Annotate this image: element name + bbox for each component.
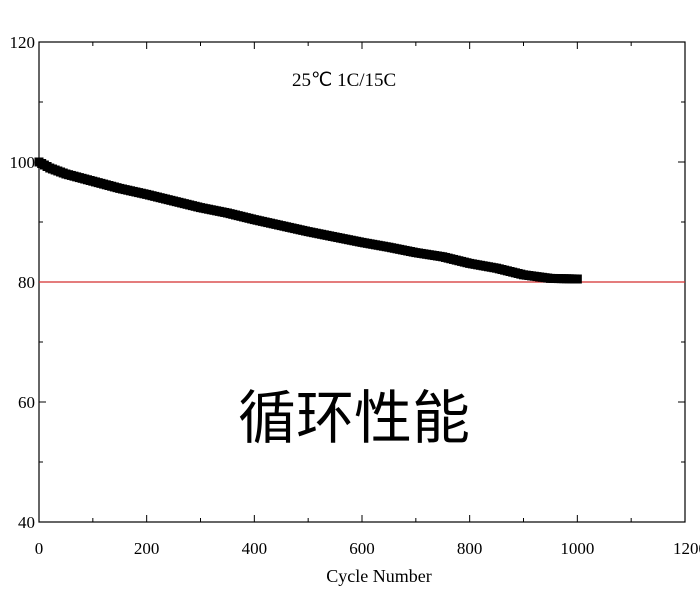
series-points [34,157,582,284]
x-axis-title: Cycle Number [326,566,431,586]
x-tick-label: 0 [35,539,44,558]
y-tick-label: 80 [18,273,35,292]
x-tick-label: 200 [134,539,160,558]
x-tick-label: 600 [349,539,375,558]
data-point [572,274,582,284]
y-tick-label: 100 [10,153,36,172]
y-tick-label: 120 [10,33,36,52]
x-tick-label: 1000 [560,539,594,558]
y-tick-label: 40 [18,513,35,532]
x-tick-label: 800 [457,539,483,558]
y-axis-ticks: 40 60 80 100 120 [10,33,685,532]
y-tick-label: 60 [18,393,35,412]
x-tick-label: 400 [242,539,268,558]
center-text: 循环性能 [238,384,470,452]
condition-annotation: 25℃ 1C/15C [292,70,396,91]
